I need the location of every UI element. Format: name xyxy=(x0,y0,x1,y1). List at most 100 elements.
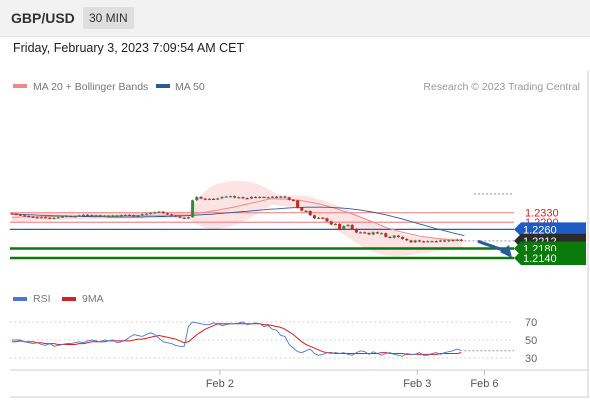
timestamp: Friday, February 3, 2023 7:09:54 AM CET xyxy=(13,41,245,55)
candle-body xyxy=(241,197,245,199)
candle-body xyxy=(333,223,337,226)
candle-body xyxy=(321,217,325,219)
candle-body xyxy=(354,228,358,233)
candle-body xyxy=(48,217,52,219)
candle-body xyxy=(455,239,459,241)
candle-body xyxy=(266,197,270,199)
candle-body xyxy=(161,211,165,214)
candle-body xyxy=(119,215,123,217)
candle-body xyxy=(275,196,279,198)
candle-body xyxy=(405,238,409,241)
candle-body xyxy=(56,217,60,219)
resistance-label-1-2330: 1.2330 xyxy=(525,208,559,220)
rsi-legend-label: RSI xyxy=(33,293,51,305)
candle-body xyxy=(27,216,31,218)
candle-body xyxy=(86,214,90,216)
candle-body xyxy=(312,215,316,219)
candle-body xyxy=(191,200,195,218)
candle-body xyxy=(31,216,35,218)
timeframe-button[interactable]: 30 MIN xyxy=(83,7,134,29)
candle-body xyxy=(342,226,346,230)
candle-body xyxy=(329,221,333,225)
candle-body xyxy=(186,217,190,219)
candle-body xyxy=(224,196,228,198)
rsi-tick-30: 30 xyxy=(525,353,537,365)
candle-body xyxy=(39,217,43,219)
x-tick-label: Feb 3 xyxy=(403,378,431,390)
credit-label: Research © 2023 Trading Central xyxy=(423,81,580,93)
candle-body xyxy=(371,232,375,235)
forecast-arrow-head xyxy=(500,245,512,259)
candle-body xyxy=(228,196,232,198)
candle-body xyxy=(94,215,98,217)
forecast-arrow xyxy=(477,239,512,259)
rsi-ma-line xyxy=(12,323,462,355)
support-label-1-2140: 1.2140 xyxy=(523,253,557,265)
candle-body xyxy=(350,224,354,229)
candle-body xyxy=(388,236,392,238)
candle-body xyxy=(69,216,73,218)
candle-body xyxy=(434,241,438,243)
candle-body xyxy=(65,216,69,218)
candle-body xyxy=(363,232,367,234)
candle-body xyxy=(409,240,413,243)
x-axis-ticks: Feb 2 Feb 3 Feb 6 xyxy=(206,370,499,390)
candle-body xyxy=(380,233,384,235)
candle-body xyxy=(451,240,455,242)
candle-body xyxy=(144,213,148,215)
candle-body xyxy=(216,198,220,200)
candle-body xyxy=(23,215,27,217)
ma20-legend-label: MA 20 + Bollinger Bands xyxy=(33,81,148,93)
candle-body xyxy=(308,211,312,216)
price-levels xyxy=(10,212,514,260)
candle-body xyxy=(245,198,249,200)
candle-body xyxy=(338,223,342,230)
ma50-legend-swatch xyxy=(156,84,170,88)
candle-body xyxy=(283,196,287,198)
candle-body xyxy=(438,240,442,242)
candle-body xyxy=(401,237,405,239)
candle-body xyxy=(44,217,48,219)
rsi-legend-swatch xyxy=(13,297,27,301)
candle-body xyxy=(73,216,77,218)
rsi-tick-50: 50 xyxy=(525,335,537,347)
candle-body xyxy=(220,196,224,199)
candle-body xyxy=(60,216,64,218)
candle-body xyxy=(107,215,111,217)
candle-body xyxy=(136,215,140,217)
candle-body xyxy=(254,196,258,199)
candle-body xyxy=(149,212,153,215)
x-tick-label: Feb 2 xyxy=(206,378,234,390)
candle-body xyxy=(270,196,274,198)
x-tick-label: Feb 6 xyxy=(470,378,498,390)
candle-body xyxy=(77,215,81,217)
candle-body xyxy=(291,199,295,201)
candle-body xyxy=(123,214,127,216)
pivot-tag-1-2260 xyxy=(514,222,586,237)
candle-body xyxy=(18,214,22,216)
ma50-line xyxy=(12,206,465,237)
header-bar: GBP/USD 30 MIN xyxy=(0,0,590,37)
candle-body xyxy=(14,213,18,216)
rsi-ma-legend-swatch xyxy=(62,297,76,301)
candle-body xyxy=(262,196,266,199)
candle-body xyxy=(10,213,14,215)
candle-body xyxy=(367,233,371,235)
candle-body xyxy=(346,224,350,227)
candle-body xyxy=(287,197,291,200)
candle-body xyxy=(178,216,182,218)
candle-body xyxy=(375,232,379,234)
candle-body xyxy=(132,215,136,217)
candle-body xyxy=(296,200,300,208)
candle-body xyxy=(317,217,321,219)
candle-body xyxy=(258,196,262,199)
candle-body xyxy=(199,196,203,199)
candle-body xyxy=(459,239,463,241)
forecast-arrow-shaft xyxy=(477,239,507,253)
candle-body xyxy=(392,235,396,238)
support-tag-1-2140 xyxy=(514,251,586,266)
candle-body xyxy=(128,214,132,216)
candle-body xyxy=(396,235,400,237)
